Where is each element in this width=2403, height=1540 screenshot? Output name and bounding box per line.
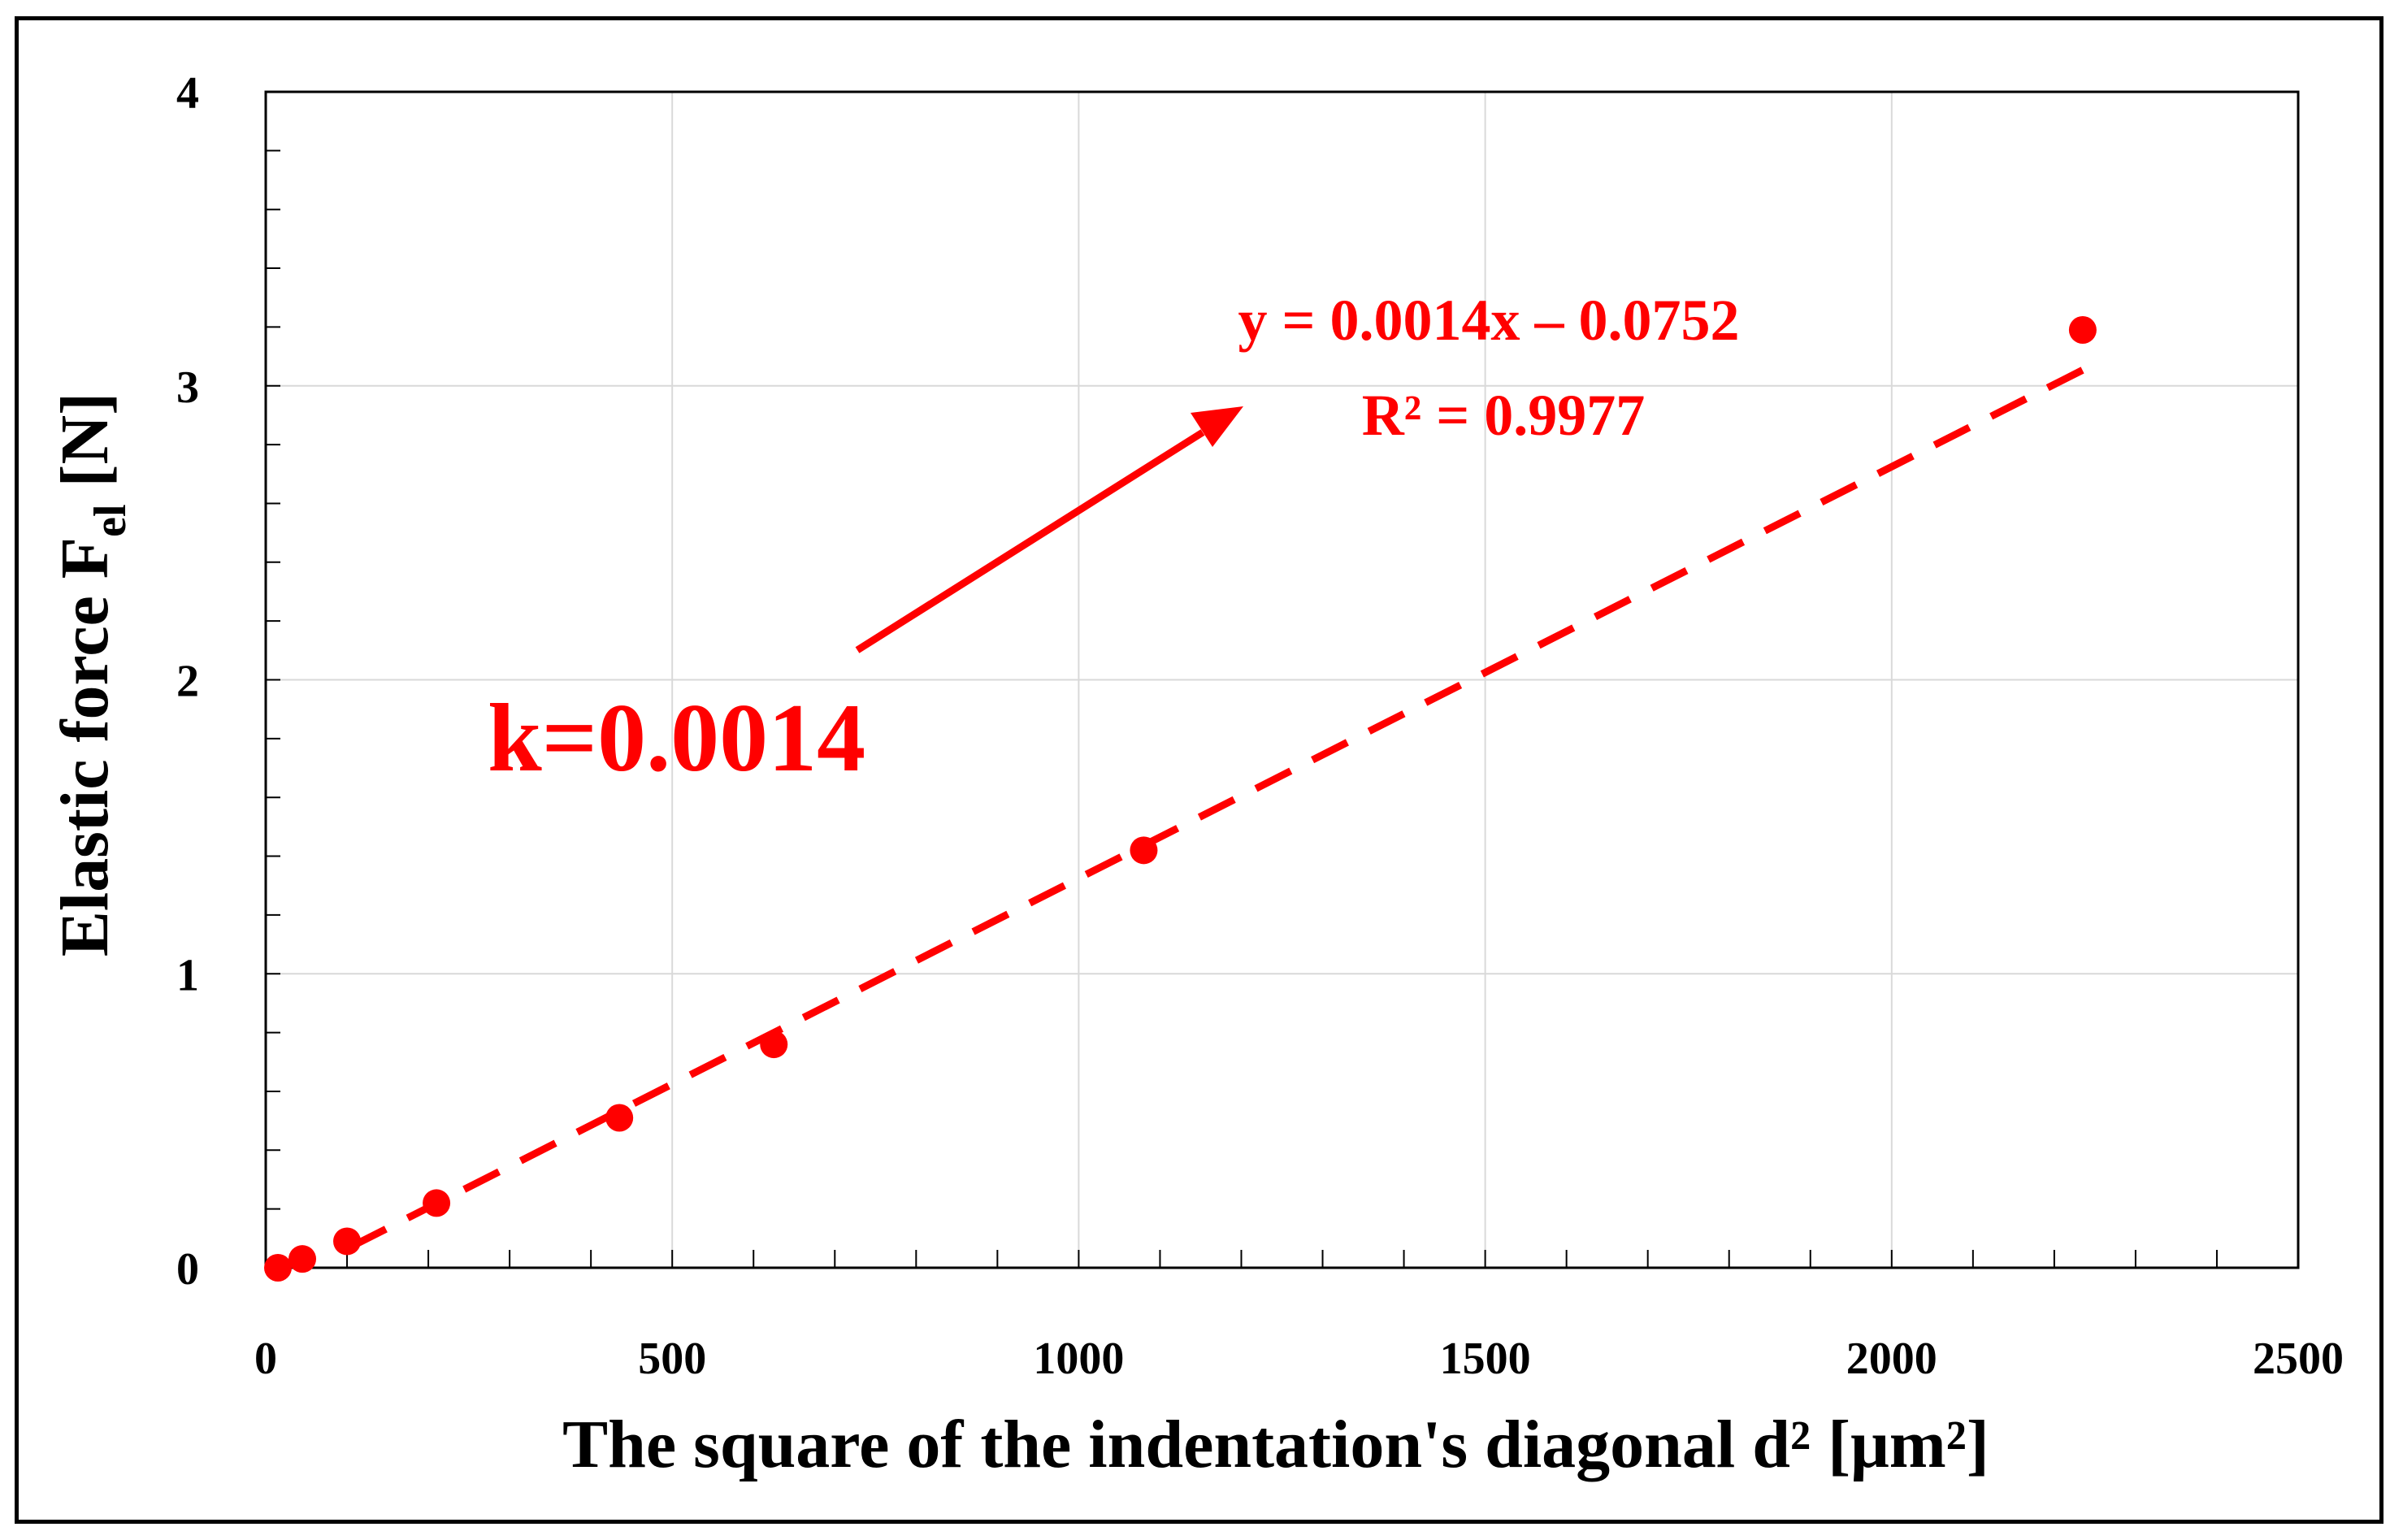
x-tick-label: 0	[254, 1334, 277, 1384]
data-point	[423, 1189, 451, 1217]
x-axis-title: The square of the indentation's diagonal…	[562, 1407, 1989, 1482]
y-tick-labels: 0 1 2 3 4	[176, 68, 199, 1295]
trendline-layer	[349, 367, 2084, 1251]
chart-frame	[15, 16, 2383, 1524]
slope-label: k=0.0014	[488, 683, 865, 792]
data-point	[288, 1245, 317, 1273]
x-tick-label: 2500	[2253, 1334, 2344, 1384]
data-point	[1130, 836, 1158, 865]
trendline	[349, 367, 2084, 1251]
y-tick-label: 0	[176, 1244, 199, 1295]
data-point	[760, 1030, 788, 1059]
x-tick-label: 2000	[1846, 1334, 1937, 1384]
grid-lines	[266, 92, 2298, 1268]
annotation-arrow-shaft	[855, 429, 1205, 653]
y-tick-label: 1	[176, 950, 199, 1000]
y-tick-label: 3	[176, 362, 199, 413]
r-squared-label: R² = 0.9977	[1362, 383, 1646, 448]
x-tick-labels: 0 500 1000 1500 2000 2500	[254, 1334, 2344, 1384]
y-tick-label: 2	[176, 657, 199, 707]
y-axis-title: Elastic force Fel [N]	[47, 393, 136, 957]
x-tick-label: 1500	[1440, 1334, 1531, 1384]
data-points	[264, 316, 2097, 1282]
data-point	[605, 1104, 634, 1132]
y-tick-label: 4	[176, 68, 199, 119]
annotation-arrowhead-icon	[1191, 406, 1243, 447]
trendline-equation: y = 0.0014x – 0.0752	[1238, 288, 1739, 353]
data-point	[2068, 316, 2097, 345]
axis-ticks	[266, 150, 2218, 1268]
data-point	[333, 1227, 362, 1256]
data-point	[264, 1254, 293, 1282]
plot-area	[264, 90, 2300, 1269]
x-tick-label: 1000	[1033, 1334, 1124, 1384]
x-tick-label: 500	[638, 1334, 706, 1384]
